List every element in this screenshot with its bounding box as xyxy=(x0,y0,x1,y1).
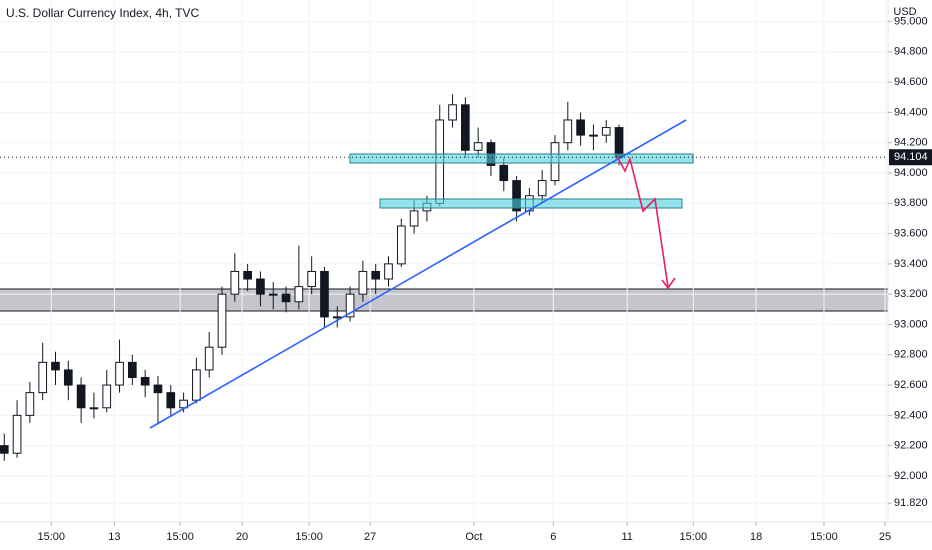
last-price-box xyxy=(889,149,932,166)
y-unit: USD xyxy=(893,6,916,18)
candle-body xyxy=(230,270,240,295)
candle-body xyxy=(217,293,227,348)
last-price-label: 94.104 xyxy=(894,151,928,163)
drawings-front xyxy=(149,119,694,429)
candle-body xyxy=(243,270,252,280)
x-tick-label: 13 xyxy=(108,531,120,543)
y-tick-label: 95.000 xyxy=(894,15,928,27)
candle-body xyxy=(512,180,521,212)
candle-body xyxy=(563,119,573,144)
candle-body xyxy=(115,361,124,386)
candle-body xyxy=(396,225,406,265)
candle-body xyxy=(192,369,201,401)
candle-body xyxy=(332,316,342,319)
trend-line xyxy=(149,119,687,429)
x-tick-label: 15:00 xyxy=(810,531,838,543)
candle-body xyxy=(384,263,393,280)
candle-body xyxy=(204,346,214,371)
candle-body xyxy=(0,445,9,454)
candle-body xyxy=(76,384,86,409)
candle-body xyxy=(140,376,150,386)
y-tick-label: 92.800 xyxy=(894,349,928,361)
x-tick-label: 15:00 xyxy=(680,531,708,543)
x-tick-label: 6 xyxy=(550,531,556,543)
candle-body xyxy=(499,164,509,182)
y-tick-label: 93.000 xyxy=(894,318,928,330)
candle-body xyxy=(358,270,368,295)
x-tick-label: 27 xyxy=(364,531,376,543)
y-tick-label: 91.820 xyxy=(894,497,928,509)
candle-body xyxy=(601,127,611,136)
x-tick-label: 15:00 xyxy=(166,531,194,543)
candle-body xyxy=(51,361,60,371)
candle-body xyxy=(614,127,624,159)
candle-body xyxy=(63,369,73,386)
y-tick-label: 92.000 xyxy=(894,470,928,482)
y-tick-label: 94.800 xyxy=(894,46,928,58)
candle-body xyxy=(89,407,99,410)
chart-title: U.S. Dollar Currency Index, 4h, TVC xyxy=(6,6,200,20)
y-tick-label: 94.200 xyxy=(894,137,928,149)
y-tick-label: 94.600 xyxy=(894,76,928,88)
y-tick-label: 93.200 xyxy=(894,288,928,300)
x-tick-label: 25 xyxy=(879,531,891,543)
candle-body xyxy=(307,270,316,288)
candle-body xyxy=(166,392,176,409)
y-tick-label: 92.200 xyxy=(894,440,928,452)
x-tick-label: Oct xyxy=(465,531,482,543)
y-tick-label: 93.400 xyxy=(894,258,928,270)
candle-body xyxy=(38,361,48,394)
candle-body xyxy=(576,119,585,136)
y-tick-label: 93.800 xyxy=(894,197,928,209)
x-tick-label: 15:00 xyxy=(295,531,323,543)
candle-body xyxy=(268,293,278,296)
x-tick-label: 18 xyxy=(750,531,762,543)
candle-body xyxy=(294,286,304,303)
candle-body xyxy=(409,210,419,227)
candle-body xyxy=(473,142,483,151)
x-tick-label: 11 xyxy=(621,531,632,543)
support-zone-mid xyxy=(379,198,683,209)
candle-body xyxy=(25,392,35,416)
y-tick-label: 92.600 xyxy=(894,379,928,391)
candle-body xyxy=(461,104,470,151)
y-tick-label: 94.000 xyxy=(894,167,928,179)
support-zone xyxy=(0,288,889,312)
y-tick-label: 93.600 xyxy=(894,227,928,239)
candle-body xyxy=(281,293,291,303)
candle-body xyxy=(589,134,598,137)
candle-body xyxy=(345,293,355,318)
candle-body xyxy=(153,384,163,394)
candle-body xyxy=(128,361,137,378)
x-tick-label: 20 xyxy=(236,531,248,543)
arrow-head xyxy=(661,277,676,290)
candle-body xyxy=(537,180,547,197)
projection-arrow xyxy=(617,156,669,288)
candle-body xyxy=(256,278,265,295)
candle-body xyxy=(371,270,381,280)
candle-body xyxy=(102,384,112,409)
candle-body xyxy=(320,270,329,318)
y-tick-label: 92.400 xyxy=(894,409,928,421)
candles xyxy=(0,94,624,461)
x-tick-label: 15:00 xyxy=(37,531,65,543)
y-tick-label: 94.400 xyxy=(894,106,928,118)
resistance-zone xyxy=(349,153,694,164)
candle-body xyxy=(448,104,457,121)
candle-body xyxy=(12,414,22,454)
